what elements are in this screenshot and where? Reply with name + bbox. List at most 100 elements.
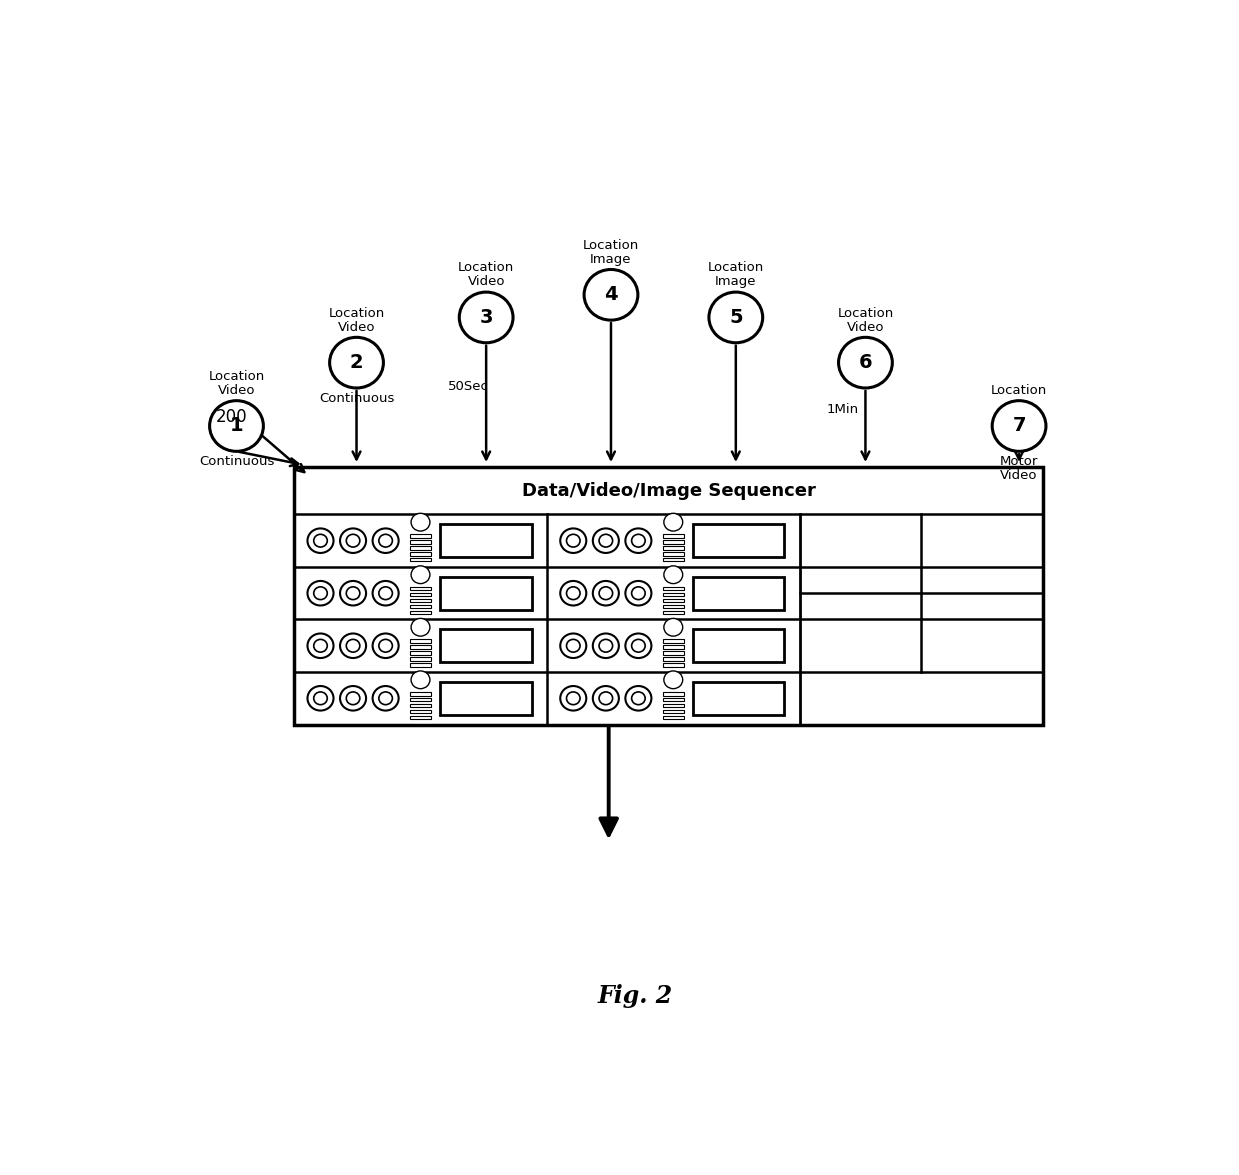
Text: Motor
Video: Motor Video bbox=[1000, 455, 1038, 482]
Bar bbox=[663, 716, 684, 719]
Bar bbox=[663, 698, 684, 701]
Text: Data/Video/Image Sequencer: Data/Video/Image Sequencer bbox=[522, 482, 815, 499]
Bar bbox=[693, 629, 784, 663]
Circle shape bbox=[379, 586, 393, 599]
Circle shape bbox=[307, 633, 333, 658]
Circle shape bbox=[600, 692, 612, 705]
Circle shape bbox=[566, 586, 580, 599]
Text: Location
Image: Location Image bbox=[582, 239, 639, 266]
Text: 3: 3 bbox=[479, 308, 493, 327]
Circle shape bbox=[560, 529, 586, 553]
Circle shape bbox=[307, 580, 333, 605]
Circle shape bbox=[592, 633, 618, 658]
Circle shape bbox=[632, 586, 646, 599]
Bar bbox=[410, 535, 431, 538]
Text: 1: 1 bbox=[229, 416, 243, 436]
Text: Location
Video: Location Video bbox=[838, 307, 893, 334]
Circle shape bbox=[632, 535, 646, 548]
Text: 1Min: 1Min bbox=[828, 403, 859, 416]
Text: Continuous: Continuous bbox=[318, 391, 394, 404]
Bar bbox=[410, 692, 431, 696]
Circle shape bbox=[664, 618, 683, 636]
Circle shape bbox=[346, 692, 359, 705]
Bar bbox=[663, 552, 684, 556]
Bar bbox=[410, 540, 431, 544]
Circle shape bbox=[339, 686, 366, 711]
Circle shape bbox=[209, 401, 264, 451]
Circle shape bbox=[411, 513, 430, 531]
Circle shape bbox=[626, 633, 652, 658]
Circle shape bbox=[709, 293, 763, 343]
Circle shape bbox=[560, 686, 586, 711]
Bar bbox=[663, 593, 684, 597]
Circle shape bbox=[379, 692, 393, 705]
Bar bbox=[693, 682, 784, 714]
Circle shape bbox=[600, 535, 612, 548]
Text: Location: Location bbox=[991, 384, 1047, 397]
Bar bbox=[440, 524, 532, 557]
Bar bbox=[693, 524, 784, 557]
Circle shape bbox=[584, 269, 638, 320]
Circle shape bbox=[339, 529, 366, 553]
Circle shape bbox=[460, 293, 513, 343]
Circle shape bbox=[373, 529, 399, 553]
Circle shape bbox=[346, 535, 359, 548]
Text: 200: 200 bbox=[216, 408, 248, 427]
Circle shape bbox=[313, 639, 327, 652]
Circle shape bbox=[346, 586, 359, 599]
Circle shape bbox=[566, 692, 580, 705]
Circle shape bbox=[992, 401, 1046, 451]
Text: Location
Video: Location Video bbox=[458, 262, 514, 289]
Bar bbox=[440, 629, 532, 663]
Bar bbox=[663, 540, 684, 544]
Circle shape bbox=[411, 618, 430, 636]
Text: 50Sec: 50Sec bbox=[447, 381, 488, 394]
Text: Location
Video: Location Video bbox=[328, 307, 384, 334]
Circle shape bbox=[632, 692, 646, 705]
Bar bbox=[410, 546, 431, 550]
Circle shape bbox=[346, 639, 359, 652]
Bar bbox=[663, 639, 684, 643]
Bar bbox=[693, 577, 784, 610]
Circle shape bbox=[592, 529, 618, 553]
Circle shape bbox=[560, 580, 586, 605]
Circle shape bbox=[839, 337, 892, 388]
Bar bbox=[663, 588, 684, 590]
Text: 7: 7 bbox=[1012, 416, 1026, 436]
Bar bbox=[410, 552, 431, 556]
Text: 2: 2 bbox=[349, 354, 363, 372]
Bar bbox=[410, 593, 431, 597]
Bar bbox=[663, 663, 684, 666]
Circle shape bbox=[307, 529, 333, 553]
Circle shape bbox=[373, 633, 399, 658]
Bar bbox=[410, 651, 431, 654]
Bar bbox=[410, 645, 431, 649]
Circle shape bbox=[566, 535, 580, 548]
Bar bbox=[410, 698, 431, 701]
Circle shape bbox=[626, 686, 652, 711]
Bar bbox=[410, 588, 431, 590]
Bar bbox=[410, 558, 431, 562]
Bar bbox=[410, 663, 431, 666]
Circle shape bbox=[411, 566, 430, 584]
Text: 6: 6 bbox=[859, 354, 872, 372]
Bar bbox=[440, 682, 532, 714]
Circle shape bbox=[664, 566, 683, 584]
Bar bbox=[663, 599, 684, 603]
Circle shape bbox=[592, 686, 618, 711]
Bar bbox=[410, 599, 431, 603]
Bar bbox=[663, 558, 684, 562]
Text: Fig. 2: Fig. 2 bbox=[597, 983, 673, 1008]
Bar bbox=[410, 710, 431, 713]
Text: 4: 4 bbox=[605, 286, 618, 304]
Circle shape bbox=[313, 535, 327, 548]
Text: Location
Video: Location Video bbox=[208, 370, 265, 397]
Bar bbox=[410, 704, 431, 707]
Circle shape bbox=[373, 686, 399, 711]
Circle shape bbox=[379, 639, 393, 652]
Circle shape bbox=[592, 580, 618, 605]
Bar bbox=[410, 611, 431, 615]
Bar bbox=[663, 651, 684, 654]
Circle shape bbox=[330, 337, 383, 388]
Text: Continuous: Continuous bbox=[198, 455, 274, 468]
